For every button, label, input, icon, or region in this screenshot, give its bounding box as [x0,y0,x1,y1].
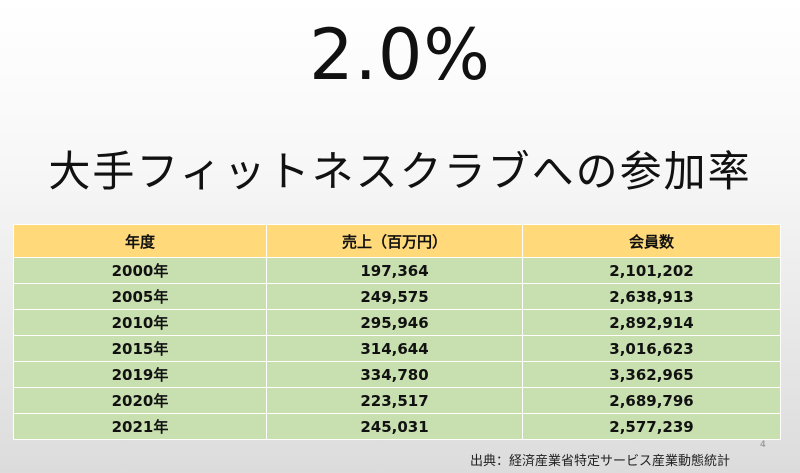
table-row: 2010年 295,946 2,892,914 [13,309,781,336]
cell-year: 2000年 [13,257,267,284]
table-row: 2015年 314,644 3,016,623 [13,335,781,362]
column-header-sales: 売上（百万円） [266,224,523,258]
table-row: 2021年 245,031 2,577,239 [13,413,781,440]
table-row: 2020年 223,517 2,689,796 [13,387,781,414]
cell-year: 2010年 [13,309,267,336]
cell-year: 2005年 [13,283,267,310]
table-row: 2019年 334,780 3,362,965 [13,361,781,388]
cell-members: 3,016,623 [522,335,781,362]
cell-members: 2,638,913 [522,283,781,310]
page-number: 4 [760,440,766,450]
cell-sales: 223,517 [266,387,523,414]
cell-sales: 314,644 [266,335,523,362]
cell-sales: 249,575 [266,283,523,310]
cell-sales: 334,780 [266,361,523,388]
cell-sales: 295,946 [266,309,523,336]
cell-members: 2,689,796 [522,387,781,414]
slide-subtitle: 大手フィットネスクラブへの参加率 [48,147,752,196]
cell-sales: 245,031 [266,413,523,440]
cell-members: 2,892,914 [522,309,781,336]
column-header-year: 年度 [13,224,267,258]
headline-percentage: 2.0% [309,14,491,96]
data-table: 年度 売上（百万円） 会員数 2000年 197,364 2,101,202 2… [13,224,781,440]
column-header-members: 会員数 [522,224,781,258]
cell-members: 2,577,239 [522,413,781,440]
cell-sales: 197,364 [266,257,523,284]
table-header-row: 年度 売上（百万円） 会員数 [13,224,781,258]
cell-year: 2015年 [13,335,267,362]
table-row: 2000年 197,364 2,101,202 [13,257,781,284]
cell-members: 3,362,965 [522,361,781,388]
cell-year: 2021年 [13,413,267,440]
cell-year: 2019年 [13,361,267,388]
cell-year: 2020年 [13,387,267,414]
table-row: 2005年 249,575 2,638,913 [13,283,781,310]
cell-members: 2,101,202 [522,257,781,284]
source-citation: 出典：経済産業省特定サービス産業動態統計 [470,454,731,469]
